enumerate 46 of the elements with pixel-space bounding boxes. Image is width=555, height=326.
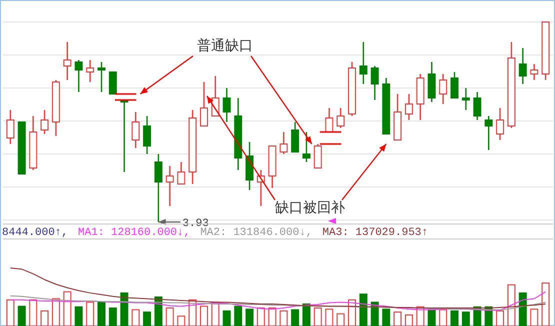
bar <box>359 294 368 326</box>
candlestick <box>484 115 493 151</box>
candlestick <box>29 115 38 171</box>
candlestick <box>439 73 448 105</box>
text: MA2: 131846.000↓, <box>200 227 312 239</box>
bar <box>120 292 128 326</box>
candlestick <box>359 41 368 85</box>
candlestick <box>530 63 538 81</box>
bar <box>74 306 83 326</box>
candlestick <box>416 73 424 121</box>
candlestick <box>370 65 379 101</box>
annotation: 普通缺口 <box>197 37 253 54</box>
bar <box>234 306 242 326</box>
candlestick <box>234 97 242 171</box>
candlestick <box>63 41 72 81</box>
candlestick <box>246 141 254 191</box>
bar <box>291 309 300 326</box>
bar <box>108 308 117 326</box>
text: MA3: 137029.953↑ <box>322 227 428 239</box>
candlestick <box>518 47 527 85</box>
candlestick <box>462 87 470 111</box>
bar <box>370 302 379 326</box>
bar <box>18 306 26 326</box>
candlestick <box>132 111 140 149</box>
candlestick <box>336 107 345 129</box>
bar <box>382 308 390 326</box>
bar <box>518 292 527 326</box>
candlestick <box>74 59 83 93</box>
bar <box>302 303 310 326</box>
candlestick <box>280 131 288 155</box>
bar <box>462 312 470 326</box>
bar <box>98 302 106 326</box>
bar <box>428 309 436 326</box>
bar <box>143 312 152 326</box>
bar <box>222 310 231 326</box>
text: MA1: 128160.000↓, <box>78 227 190 239</box>
bar <box>246 308 254 326</box>
candlestick <box>428 61 436 103</box>
candlestick <box>222 87 231 123</box>
bar <box>450 310 458 326</box>
bar <box>154 296 162 326</box>
text: 8444.000↑, <box>2 227 68 239</box>
candlestick <box>86 59 94 83</box>
candlestick <box>166 165 174 207</box>
annotation: 缺口被回补 <box>275 200 345 216</box>
candlestick <box>473 91 482 121</box>
